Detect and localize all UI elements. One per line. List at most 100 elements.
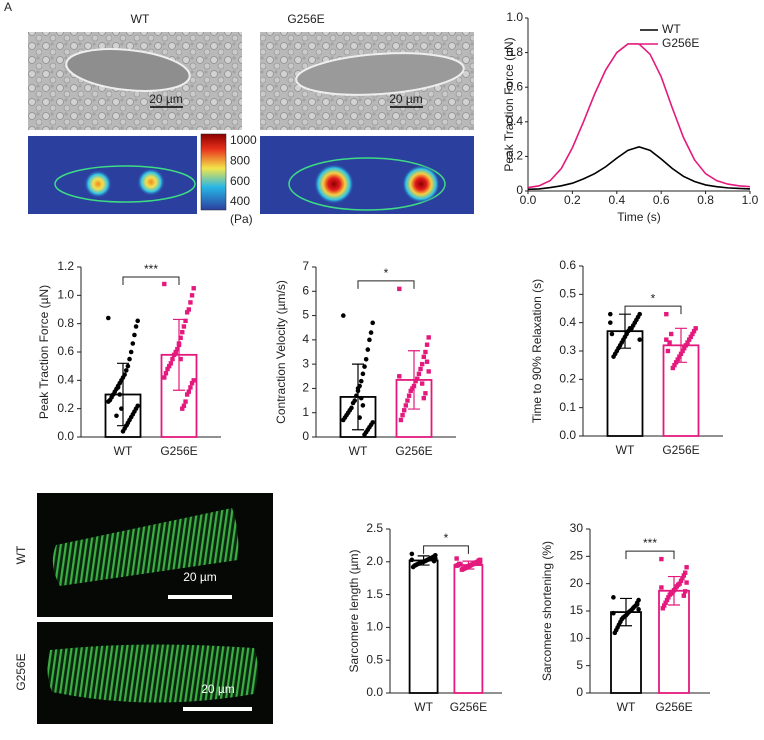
significance-label: ***: [144, 262, 158, 276]
data-point: [683, 589, 688, 594]
data-point: [106, 399, 111, 404]
data-point: [362, 364, 367, 369]
data-point: [416, 371, 422, 377]
y-tick-label: 15: [570, 603, 584, 617]
data-point: [398, 417, 404, 423]
data-point: [636, 607, 641, 612]
image-label: G256E: [14, 653, 28, 690]
traction-heatmap: [28, 136, 197, 214]
legend-label: WT: [662, 22, 681, 36]
data-point: [397, 286, 402, 292]
data-point: [360, 403, 366, 408]
x-tick-label: 0.8: [697, 193, 714, 207]
data-point: [130, 341, 136, 346]
data-point: [611, 354, 616, 359]
data-point: [402, 408, 407, 413]
data-point: [686, 337, 692, 342]
data-point: [341, 313, 346, 318]
x-tick-label: WT: [617, 700, 636, 714]
x-tick-label: G256E: [450, 700, 487, 714]
data-point: [163, 371, 169, 376]
data-point: [611, 595, 616, 600]
y-tick-label: 0.8: [506, 45, 523, 59]
data-point: [419, 381, 425, 386]
data-point: [133, 324, 139, 329]
x-tick-label: WT: [349, 444, 368, 458]
y-tick-label: 4: [302, 332, 309, 346]
data-point: [684, 565, 689, 570]
data-point: [170, 356, 175, 362]
bar: [408, 559, 439, 694]
data-point: [368, 330, 374, 335]
y-axis-label: Sarcomere shortening (%): [540, 541, 554, 681]
data-point: [424, 342, 430, 347]
y-axis-label: Peak Traction Force (µN): [502, 37, 516, 171]
data-point: [410, 386, 415, 391]
data-point: [681, 593, 686, 598]
data-point: [410, 564, 416, 570]
data-point: [115, 385, 121, 390]
y-tick-label: 1.2: [57, 259, 74, 273]
data-point: [664, 311, 669, 317]
data-point: [120, 429, 126, 434]
significance-bracket: [625, 550, 675, 560]
data-point: [106, 315, 111, 321]
y-tick-label: 25: [570, 549, 584, 563]
y-tick-label: 0.6: [57, 344, 74, 358]
data-point: [358, 395, 364, 401]
y-tick-label: 1.0: [506, 10, 523, 24]
significance-bracket: [122, 276, 180, 285]
x-tick-label: G256E: [655, 700, 692, 714]
image-label: WT: [14, 545, 28, 564]
data-point: [408, 388, 413, 394]
data-point: [674, 584, 679, 589]
y-tick-label: 1.0: [57, 288, 74, 302]
data-point: [127, 356, 132, 362]
y-tick-label: 0.0: [559, 428, 576, 442]
data-point: [180, 406, 185, 411]
y-tick-label: 1.0: [366, 620, 383, 634]
data-point: [421, 354, 426, 360]
x-tick-label: WT: [414, 700, 433, 714]
data-point: [683, 570, 688, 575]
colorbar-tick-label: 800: [230, 154, 250, 168]
data-point: [123, 368, 129, 373]
x-tick-label: 0.4: [608, 193, 625, 207]
colorbar-tick-label: 1000: [230, 133, 257, 147]
data-point: [165, 366, 170, 372]
data-point: [191, 286, 196, 291]
data-point: [685, 340, 690, 345]
data-point: [400, 412, 405, 418]
x-tick-label: 0.0: [520, 193, 537, 207]
y-tick-label: 0.3: [559, 343, 576, 357]
data-point: [669, 331, 674, 337]
data-point: [184, 310, 190, 315]
data-point: [171, 352, 177, 358]
data-point: [168, 361, 174, 366]
image-label: G256E: [287, 12, 324, 26]
error-bar: [173, 318, 185, 391]
y-tick-label: 0.2: [559, 372, 576, 386]
data-point: [663, 600, 668, 605]
y-tick-label: 3: [302, 356, 309, 370]
x-tick-label: WT: [114, 444, 133, 458]
data-point: [666, 595, 671, 600]
data-point: [678, 578, 684, 584]
y-tick-label: 5: [576, 658, 583, 672]
error-bar: [408, 350, 420, 410]
data-point: [690, 331, 695, 337]
data-point: [664, 337, 669, 342]
y-tick-label: 20: [570, 576, 584, 590]
data-point: [181, 403, 187, 409]
data-point: [662, 603, 667, 608]
data-point: [691, 328, 697, 334]
line: [527, 43, 751, 189]
data-point: [180, 329, 185, 335]
colorbar-unit: (Pa): [230, 212, 253, 226]
data-point: [675, 357, 680, 362]
x-tick-label: 1.0: [742, 193, 759, 207]
data-point: [173, 349, 178, 355]
data-point: [459, 567, 465, 572]
data-point: [659, 556, 664, 562]
significance-label: *: [384, 266, 389, 280]
